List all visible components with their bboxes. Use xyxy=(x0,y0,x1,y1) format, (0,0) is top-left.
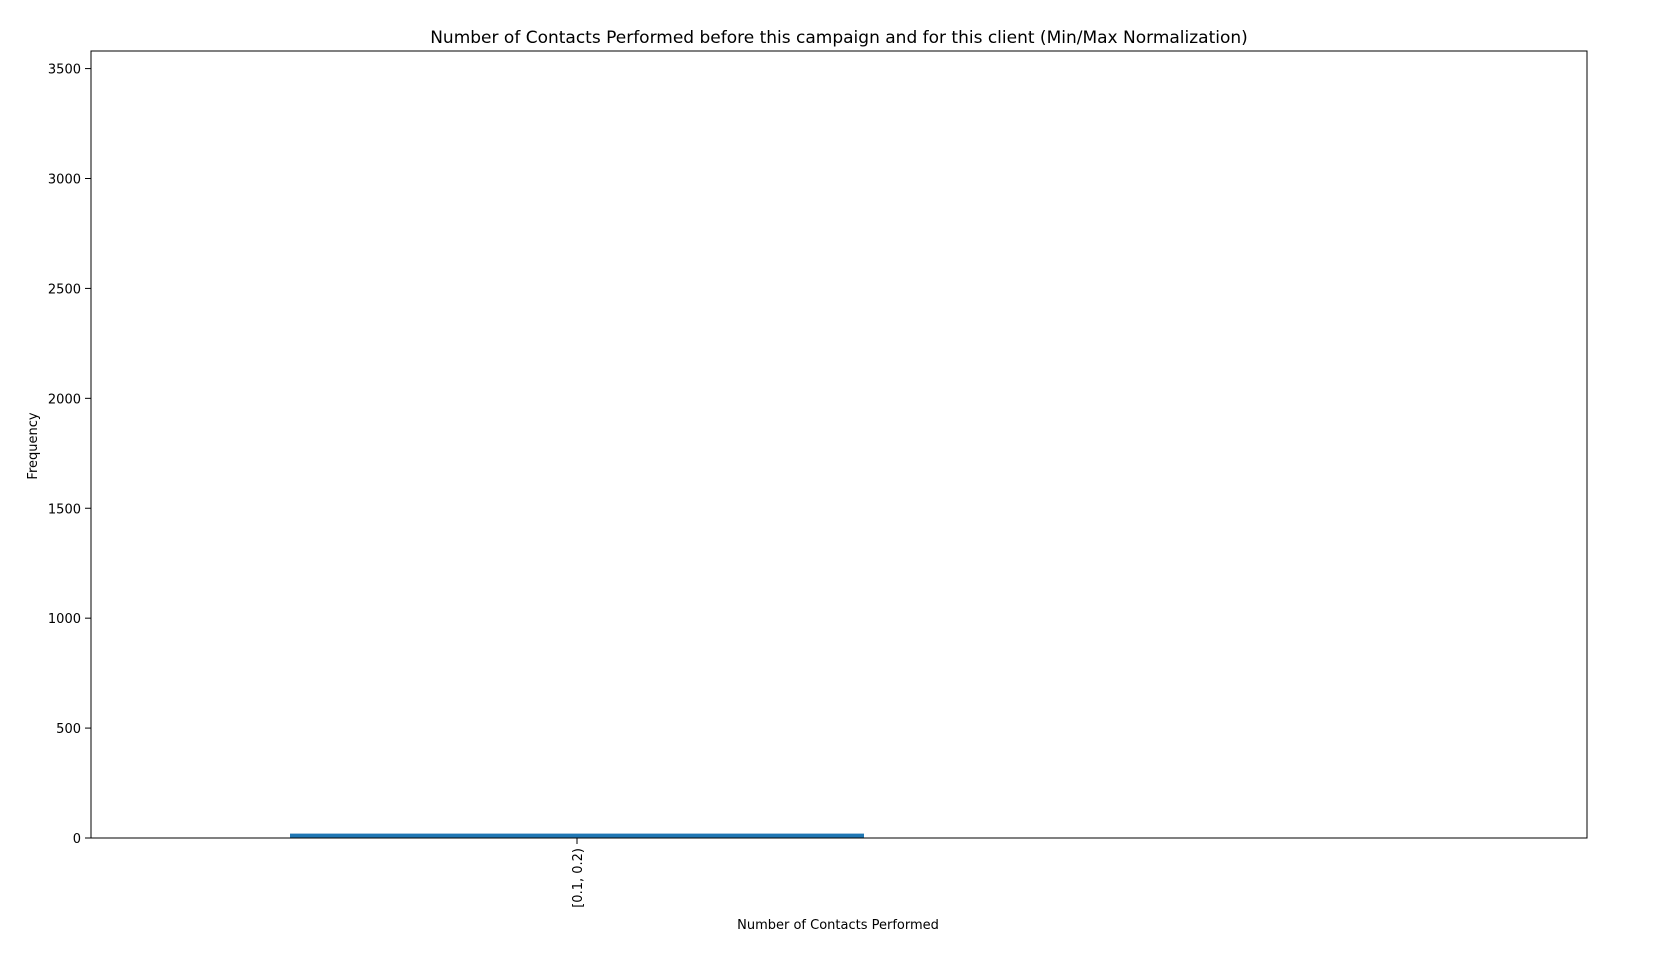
x-axis-label: Number of Contacts Performed xyxy=(737,918,939,933)
y-axis-label: Frequency xyxy=(26,412,41,479)
x-tick-label: [0.1, 0.2) xyxy=(571,848,586,908)
plot-frame xyxy=(90,50,1588,839)
y-tick-label: 3000 xyxy=(48,173,81,188)
bar xyxy=(290,833,864,838)
plot-area xyxy=(290,833,864,838)
y-axis: 0 500 1000 1500 2000 2500 3000 3500 xyxy=(48,63,91,847)
y-tick-label: 0 xyxy=(73,832,81,847)
y-tick-label: 2000 xyxy=(48,392,81,407)
x-axis: [0.1, 0.2) xyxy=(571,838,586,908)
y-tick-label: 2500 xyxy=(48,282,81,297)
y-tick-label: 1000 xyxy=(48,612,81,627)
y-tick-label: 500 xyxy=(56,722,81,737)
chart-title: Number of Contacts Performed before this… xyxy=(430,28,1248,48)
y-tick-label: 1500 xyxy=(48,502,81,517)
y-tick-label: 3500 xyxy=(48,63,81,78)
